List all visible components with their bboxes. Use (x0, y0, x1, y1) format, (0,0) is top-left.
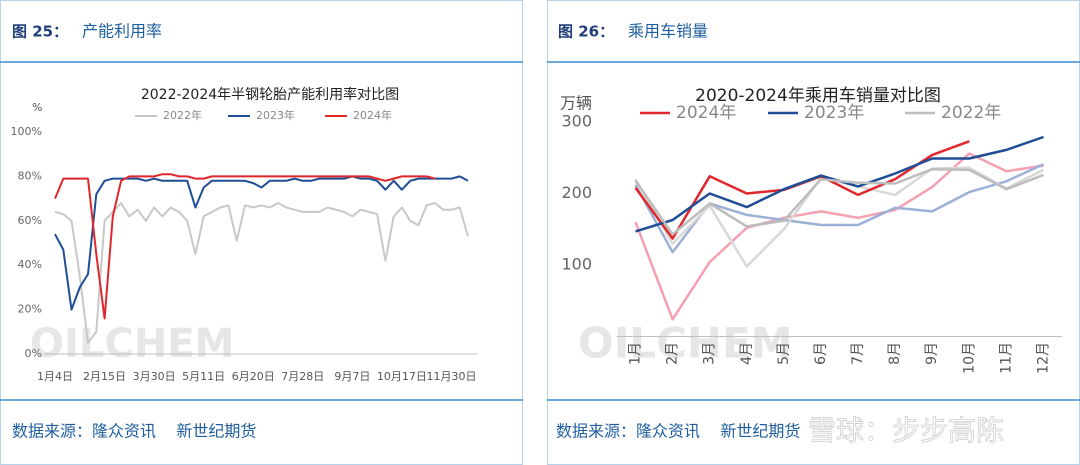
y-tick-label: 100% (11, 125, 42, 138)
x-tick-label: 5月11日 (182, 370, 225, 383)
legend-label: 2022年 (163, 108, 202, 122)
x-tick-label: 1月 (628, 342, 644, 365)
x-tick-label: 7月 (850, 342, 866, 365)
y-tick-label: 300 (561, 112, 592, 131)
x-tick-label: 5月 (776, 342, 792, 365)
panel-border (0, 0, 523, 465)
figure-caption: 乘用车销量 (628, 22, 708, 41)
x-tick-label: 4月 (739, 342, 755, 365)
chart-title: 2020-2024年乘用车销量对比图 (695, 86, 941, 106)
x-tick-label: 1月4日 (37, 370, 73, 383)
y-tick-label: 40% (18, 258, 42, 271)
y-axis-label: % (32, 101, 42, 114)
series-line (634, 166, 1045, 268)
watermark: OILCHEM (30, 321, 234, 367)
figure-caption: 产能利用率 (82, 22, 162, 41)
y-axis-label: 万辆 (560, 94, 592, 113)
figure-number: 图 26： (558, 23, 614, 41)
y-tick-label: 60% (18, 214, 42, 227)
series-line (634, 167, 1044, 236)
panel-border (547, 0, 1080, 465)
legend-label: 2023年 (256, 108, 295, 122)
legend-label: 2022年 (941, 103, 1001, 123)
x-tick-label: 10月17日 (377, 370, 427, 383)
y-tick-label: 80% (18, 169, 42, 182)
series-line (54, 202, 469, 344)
series-line (54, 173, 436, 320)
x-tick-label: 9月7日 (334, 370, 370, 383)
x-tick-label: 2月15日 (83, 370, 126, 383)
figure-number: 图 25： (12, 23, 68, 41)
x-tick-label: 10月 (961, 342, 977, 374)
x-tick-label: 9月 (924, 342, 940, 365)
x-tick-label: 7月28日 (281, 370, 324, 383)
source-note: 数据来源：隆众资讯 新世纪期货 (12, 422, 256, 441)
y-tick-label: 100 (561, 255, 592, 274)
series-line (634, 152, 1044, 321)
x-tick-label: 3月 (702, 342, 718, 365)
y-tick-label: 200 (561, 183, 592, 202)
x-tick-label: 6月20日 (232, 370, 275, 383)
x-tick-label: 11月 (998, 342, 1014, 374)
y-tick-label: 0% (25, 347, 42, 360)
legend-label: 2023年 (804, 103, 864, 123)
x-tick-label: 12月 (1035, 342, 1051, 374)
x-tick-label: 3月30日 (133, 370, 176, 383)
x-tick-label: 2月 (665, 342, 681, 365)
watermark: OILCHEM (578, 319, 793, 368)
y-tick-label: 20% (18, 303, 42, 316)
x-tick-label: 8月 (887, 342, 903, 365)
x-tick-label: 11月30日 (426, 370, 476, 383)
chart-title: 2022-2024年半钢轮胎产能利用率对比图 (141, 86, 399, 103)
x-tick-label: 6月 (813, 342, 829, 365)
legend-label: 2024年 (676, 103, 736, 123)
source-note: 数据来源：隆众资讯 新世纪期货 (556, 422, 800, 441)
watermark: 雪球：步步高陈 (808, 414, 1004, 447)
legend-label: 2024年 (353, 108, 392, 122)
